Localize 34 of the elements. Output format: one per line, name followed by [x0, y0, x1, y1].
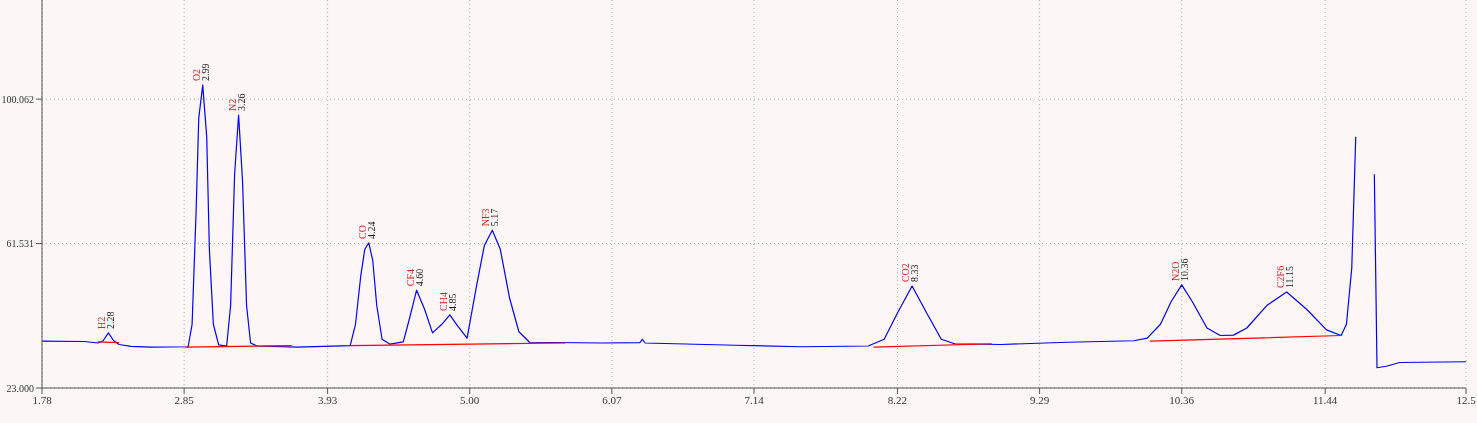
annotation: N2 — [226, 98, 238, 112]
annotation: H2 — [96, 316, 108, 329]
annotation: 10.36 — [1178, 258, 1190, 281]
annotation: 3.26 — [235, 93, 247, 112]
annotation: O2 — [190, 68, 202, 82]
y-tick-label: 100.062 — [1, 93, 34, 105]
x-tick-label: 5.00 — [460, 393, 480, 406]
annotation: 2.28 — [105, 311, 117, 329]
annotation: N2O — [1169, 261, 1181, 281]
annotation: 4.24 — [365, 221, 377, 239]
annotation: 4.60 — [413, 268, 425, 287]
annotation: 11.15 — [1283, 265, 1295, 289]
annotation: 4.85 — [446, 293, 458, 311]
annotation: 2.99 — [199, 63, 211, 82]
y-tick-label: 23.000 — [6, 382, 34, 394]
x-tick-label: 1.78 — [32, 393, 53, 406]
x-tick-label: 3.93 — [317, 393, 338, 406]
x-tick-label: 6.07 — [602, 393, 622, 406]
annotation: 8.33 — [909, 264, 921, 283]
annotation: 5.17 — [489, 208, 501, 227]
x-tick-label: 8.22 — [887, 393, 908, 406]
x-tick-label: 9.29 — [1029, 393, 1050, 406]
annotation: CH4 — [437, 291, 449, 311]
x-tick-label: 7.14 — [744, 393, 765, 406]
annotation: C2F6 — [1274, 265, 1286, 289]
x-tick-label: 11.44 — [1313, 393, 1338, 406]
x-tick-label: 12.5 — [1456, 393, 1477, 406]
annotation: CF4 — [404, 268, 416, 287]
annotation: CO — [356, 225, 368, 239]
x-tick-label: 10.36 — [1169, 393, 1195, 406]
x-tick-label: 2.85 — [174, 393, 195, 406]
annotation: CO2 — [900, 263, 912, 283]
annotation: NF3 — [480, 208, 492, 227]
y-tick-label: 61.531 — [6, 238, 34, 250]
